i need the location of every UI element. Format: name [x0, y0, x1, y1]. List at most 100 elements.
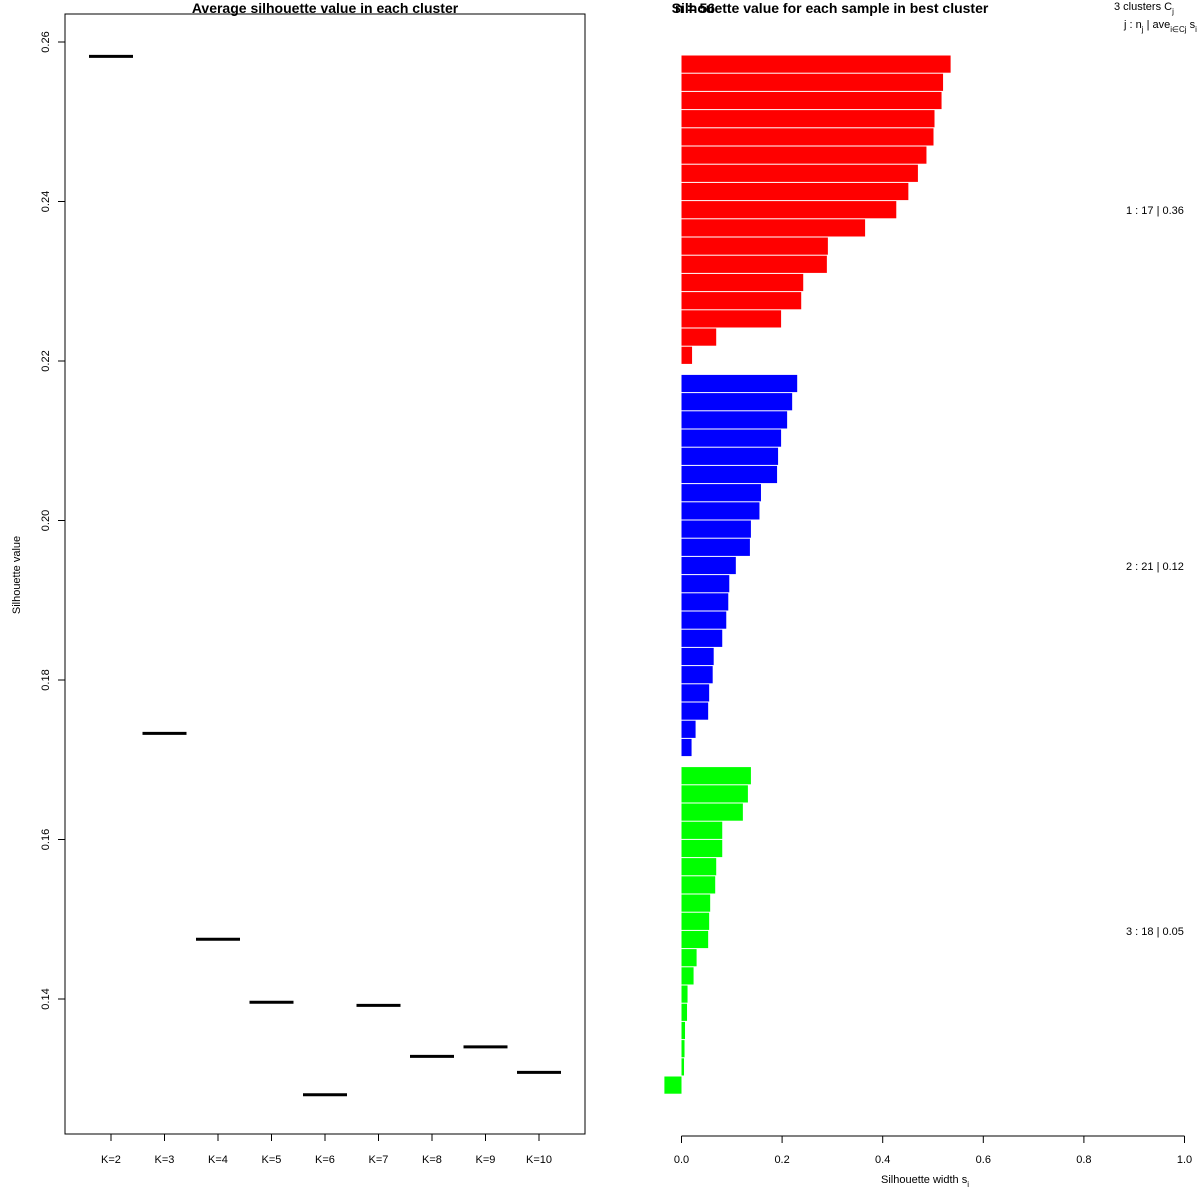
right-x-tick-label: 0.4	[875, 1154, 890, 1166]
silhouette-bar-cluster-2	[681, 465, 778, 484]
silhouette-bar-cluster-1	[681, 292, 802, 310]
silhouette-bar-cluster-3	[681, 803, 743, 821]
silhouette-bar-cluster-1	[681, 201, 897, 219]
silhouette-bar-cluster-3	[681, 949, 697, 967]
cluster-header-s: s	[1187, 19, 1196, 31]
right-x-tick-label: 0.8	[1076, 1154, 1091, 1166]
left-y-tick-label: 0.22	[40, 350, 52, 371]
silhouette-bar-cluster-1	[681, 273, 804, 292]
cluster-header-line2: j : nj | avei∈Cj si	[1123, 19, 1197, 34]
silhouette-bar-cluster-3	[681, 767, 751, 785]
silhouette-bar-cluster-1	[681, 55, 951, 73]
silhouette-bar-cluster-2	[681, 720, 696, 738]
left-x-tick-label: K=7	[369, 1154, 389, 1166]
cluster-header-ave-sub: i∈Cj	[1170, 25, 1187, 34]
silhouette-bar-cluster-2	[681, 556, 736, 575]
silhouette-bar-cluster-3	[664, 1076, 682, 1094]
cluster-summary-label-1: 1 : 17 | 0.36	[1126, 205, 1184, 217]
silhouette-bar-cluster-2	[681, 647, 714, 666]
silhouette-bar-cluster-3	[681, 785, 748, 803]
silhouette-bar-cluster-2	[681, 393, 793, 411]
right-chart-subtitle: n = 56	[675, 0, 715, 16]
silhouette-bar-cluster-2	[681, 447, 779, 465]
sample-silhouette-panel: n = 56 Silhouette value for each sample …	[664, 0, 1197, 1189]
silhouette-bar-cluster-2	[681, 684, 710, 702]
silhouette-bar-cluster-1	[681, 237, 828, 255]
silhouette-bar-cluster-1	[681, 91, 942, 110]
silhouette-bar-cluster-2	[681, 429, 782, 447]
silhouette-bar-cluster-2	[681, 502, 760, 520]
silhouette-bar-cluster-2	[681, 484, 761, 502]
silhouette-bar-cluster-1	[681, 164, 918, 182]
left-x-tick-label: K=2	[101, 1154, 121, 1166]
silhouette-bar-cluster-2	[681, 702, 709, 720]
right-x-axis-label-sub: i	[967, 1180, 969, 1189]
left-x-tick-label: K=10	[526, 1154, 552, 1166]
left-x-axis: K=2 K=3 K=4 K=5 K=6 K=7 K=8 K=9 K=10	[101, 1134, 552, 1166]
left-y-tick-label: 0.20	[40, 510, 52, 531]
silhouette-bar-cluster-3	[681, 821, 723, 839]
left-x-tick-label: K=6	[315, 1154, 335, 1166]
silhouette-bar-cluster-1	[681, 328, 717, 346]
silhouette-bar-cluster-2	[681, 629, 723, 647]
silhouette-bar-cluster-2	[681, 374, 798, 393]
silhouette-bar-cluster-1	[681, 128, 934, 146]
right-x-tick-label: 1.0	[1177, 1154, 1192, 1166]
left-y-tick-label: 0.16	[40, 829, 52, 850]
cluster-header-ave: | ave	[1144, 19, 1171, 31]
cluster-header-s-sub: i	[1195, 25, 1197, 34]
silhouette-bar-cluster-1	[681, 182, 909, 201]
silhouette-bar-cluster-3	[681, 858, 717, 876]
silhouette-bar-cluster-3	[681, 1058, 685, 1076]
silhouette-bar-cluster-2	[681, 593, 729, 611]
silhouette-bar-cluster-2	[681, 666, 713, 684]
cluster-summary-label-2: 2 : 21 | 0.12	[1126, 561, 1184, 573]
silhouette-bar-cluster-3	[681, 1021, 686, 1040]
silhouette-bar-cluster-2	[681, 538, 750, 556]
silhouette-bar-cluster-3	[681, 876, 716, 894]
cluster-header-line1: 3 clusters Cj	[1114, 1, 1174, 16]
left-x-tick-label: K=4	[208, 1154, 228, 1166]
left-data-marks	[89, 54, 561, 1097]
cluster-header-j: j : n	[1123, 19, 1142, 31]
left-x-tick-label: K=5	[262, 1154, 282, 1166]
cluster-header-sub: j	[1171, 7, 1174, 16]
left-y-tick-label: 0.18	[40, 669, 52, 690]
silhouette-bar-cluster-3	[681, 1040, 685, 1058]
left-y-tick-label: 0.14	[40, 988, 52, 1009]
cluster-summary-labels: 1 : 17 | 0.36 2 : 21 | 0.12 3 : 18 | 0.05	[1126, 205, 1184, 938]
silhouette-bar-cluster-1	[681, 255, 827, 273]
left-y-tick-label: 0.26	[40, 31, 52, 52]
left-plot-frame	[64, 13, 586, 1135]
right-chart-title: Silhouette value for each sample in best…	[672, 0, 989, 16]
left-x-tick-label: K=8	[422, 1154, 442, 1166]
silhouette-bar-cluster-1	[681, 310, 782, 328]
silhouette-bar-cluster-3	[681, 967, 694, 985]
silhouette-bar-cluster-1	[681, 110, 935, 128]
right-x-tick-label: 0.6	[976, 1154, 991, 1166]
silhouette-bar-cluster-3	[681, 912, 710, 930]
silhouette-bars	[664, 55, 951, 1094]
silhouette-bar-cluster-1	[681, 346, 693, 364]
right-x-axis-label: Silhouette width si	[881, 1174, 969, 1189]
left-chart-title: Average silhouette value in each cluster	[192, 0, 459, 16]
silhouette-bar-cluster-3	[681, 1003, 688, 1021]
silhouette-bar-cluster-3	[681, 839, 723, 858]
cluster-header-count: 3 clusters C	[1114, 1, 1172, 13]
silhouette-bar-cluster-1	[681, 146, 927, 164]
right-x-axis: 0.0 0.2 0.4 0.6 0.8 1.0	[674, 1135, 1192, 1166]
silhouette-bar-cluster-2	[681, 738, 692, 757]
silhouette-bar-cluster-3	[681, 985, 688, 1003]
silhouette-bar-cluster-3	[681, 894, 711, 912]
right-x-tick-label: 0.0	[674, 1154, 689, 1166]
silhouette-bar-cluster-2	[681, 520, 751, 538]
average-silhouette-panel: Average silhouette value in each cluster…	[11, 0, 586, 1166]
silhouette-bar-cluster-1	[681, 219, 866, 237]
left-y-axis: 0.14 0.16 0.18 0.20 0.22 0.24 0.26	[40, 31, 65, 1010]
left-y-tick-label: 0.24	[40, 191, 52, 212]
silhouette-bar-cluster-2	[681, 611, 727, 629]
right-x-axis-label-main: Silhouette width s	[881, 1174, 968, 1186]
cluster-header-j-sub: j	[1141, 25, 1144, 34]
silhouette-bar-cluster-2	[681, 575, 730, 593]
